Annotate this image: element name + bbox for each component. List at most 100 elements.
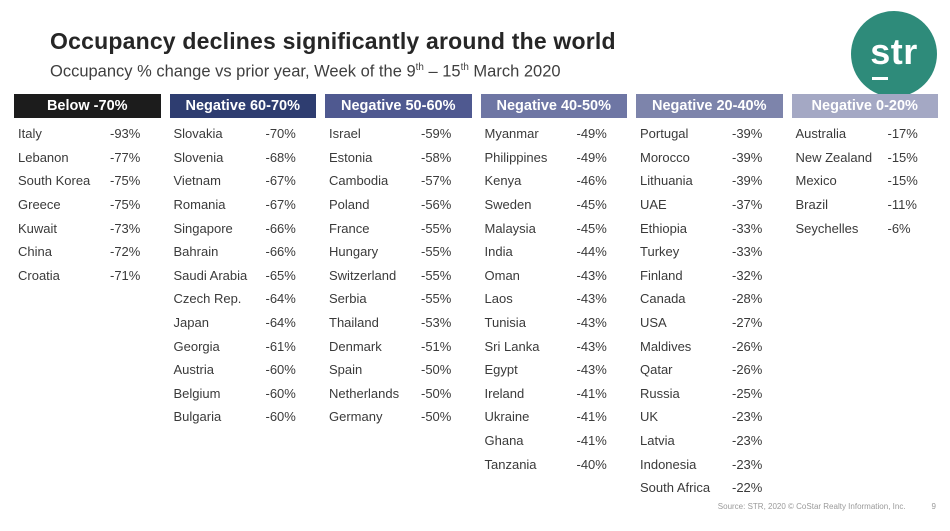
table-row: Singapore -66% [170, 216, 317, 240]
value-label: -32% [732, 267, 763, 283]
country-label: Cambodia [329, 173, 389, 189]
country-label: Ukraine [484, 409, 530, 425]
country-label: Maldives [640, 338, 692, 354]
value-label: -56% [421, 197, 452, 213]
value-label: -77% [110, 149, 141, 165]
country-label: Russia [640, 385, 680, 401]
table-row: Australia -17% [792, 122, 939, 146]
table-row: Germany -50% [325, 405, 472, 429]
country-label: Saudi Arabia [173, 267, 248, 283]
subtitle-text-2: – 15 [423, 62, 461, 81]
columns-grid: Below -70% Italy -93% Lebanon -77% South… [14, 94, 938, 500]
country-label: Morocco [640, 149, 690, 165]
table-row: Denmark -51% [325, 334, 472, 358]
table-row: Myanmar -49% [481, 122, 628, 146]
table-row: Thailand -53% [325, 311, 472, 335]
table-row: Switzerland -55% [325, 264, 472, 288]
country-label: Bahrain [173, 244, 219, 260]
value-label: -25% [732, 385, 763, 401]
value-label: -39% [732, 149, 763, 165]
subtitle-text-3: March 2020 [468, 62, 561, 81]
country-label: Canada [640, 291, 686, 307]
table-row: Spain -50% [325, 358, 472, 382]
country-label: UAE [640, 197, 667, 213]
value-label: -37% [732, 197, 763, 213]
country-label: Finland [640, 267, 683, 283]
value-label: -64% [265, 291, 296, 307]
country-label: Japan [173, 315, 209, 331]
table-row: Slovakia -70% [170, 122, 317, 146]
table-row: Russia -25% [636, 382, 783, 406]
country-label: Ethiopia [640, 220, 687, 236]
country-label: Belgium [173, 385, 221, 401]
country-label: Romania [173, 197, 226, 213]
table-row: Japan -64% [170, 311, 317, 335]
value-label: -75% [110, 197, 141, 213]
country-label: Sweden [484, 197, 532, 213]
country-label: Laos [484, 291, 513, 307]
value-label: -33% [732, 244, 763, 260]
table-row: Morocco -39% [636, 146, 783, 170]
country-label: Ireland [484, 385, 525, 401]
value-label: -26% [732, 362, 763, 378]
table-row: Indonesia -23% [636, 452, 783, 476]
table-row: Vietnam -67% [170, 169, 317, 193]
column-header: Below -70% [14, 94, 161, 118]
table-row: Latvia -23% [636, 429, 783, 453]
country-label: Ghana [484, 433, 524, 449]
value-label: -41% [576, 409, 607, 425]
table-row: Estonia -58% [325, 146, 472, 170]
column-rows: Myanmar -49% Philippines -49% Kenya -46%… [481, 118, 628, 476]
value-label: -64% [265, 315, 296, 331]
subtitle-superscript-2: th [460, 62, 469, 73]
value-label: -53% [421, 315, 452, 331]
value-label: -73% [110, 220, 141, 236]
value-label: -59% [421, 126, 452, 142]
country-label: Austria [173, 362, 214, 378]
country-label: Qatar [640, 362, 673, 378]
table-row: Romania -67% [170, 193, 317, 217]
value-label: -49% [576, 149, 607, 165]
value-label: -40% [576, 456, 607, 472]
value-label: -67% [265, 197, 296, 213]
table-row: Ghana -41% [481, 429, 628, 453]
table-row: Italy -93% [14, 122, 161, 146]
value-label: -55% [421, 267, 452, 283]
country-label: UK [640, 409, 659, 425]
table-row: Czech Rep. -64% [170, 287, 317, 311]
table-row: Bahrain -66% [170, 240, 317, 264]
table-row: Kenya -46% [481, 169, 628, 193]
country-label: Tunisia [484, 315, 526, 331]
value-label: -65% [265, 267, 296, 283]
table-row: Bulgaria -60% [170, 405, 317, 429]
value-label: -72% [110, 244, 141, 260]
table-row: Oman -43% [481, 264, 628, 288]
table-row: Mexico -15% [792, 169, 939, 193]
column-header: Negative 20-40% [636, 94, 783, 118]
country-label: Portugal [640, 126, 689, 142]
value-label: -46% [576, 173, 607, 189]
country-column: Negative 60-70% Slovakia -70% Slovenia -… [169, 94, 317, 500]
table-row: Tunisia -43% [481, 311, 628, 335]
country-label: Thailand [329, 315, 379, 331]
table-row: France -55% [325, 216, 472, 240]
table-row: Belgium -60% [170, 382, 317, 406]
value-label: -50% [421, 362, 452, 378]
column-header: Negative 60-70% [169, 94, 316, 118]
country-label: Poland [329, 197, 370, 213]
value-label: -50% [421, 409, 452, 425]
value-label: -55% [421, 244, 452, 260]
column-header: Negative 40-50% [480, 94, 627, 118]
country-label: Lithuania [640, 173, 693, 189]
table-row: Slovenia -68% [170, 146, 317, 170]
value-label: -33% [732, 220, 763, 236]
country-label: Switzerland [329, 267, 397, 283]
value-label: -70% [265, 126, 296, 142]
country-label: Lebanon [18, 149, 69, 165]
table-row: Lithuania -39% [636, 169, 783, 193]
country-label: Hungary [329, 244, 379, 260]
column-rows: Australia -17% New Zealand -15% Mexico -… [792, 118, 939, 240]
column-rows: Slovakia -70% Slovenia -68% Vietnam -67%… [170, 118, 317, 429]
column-rows: Italy -93% Lebanon -77% South Korea -75%… [14, 118, 161, 287]
